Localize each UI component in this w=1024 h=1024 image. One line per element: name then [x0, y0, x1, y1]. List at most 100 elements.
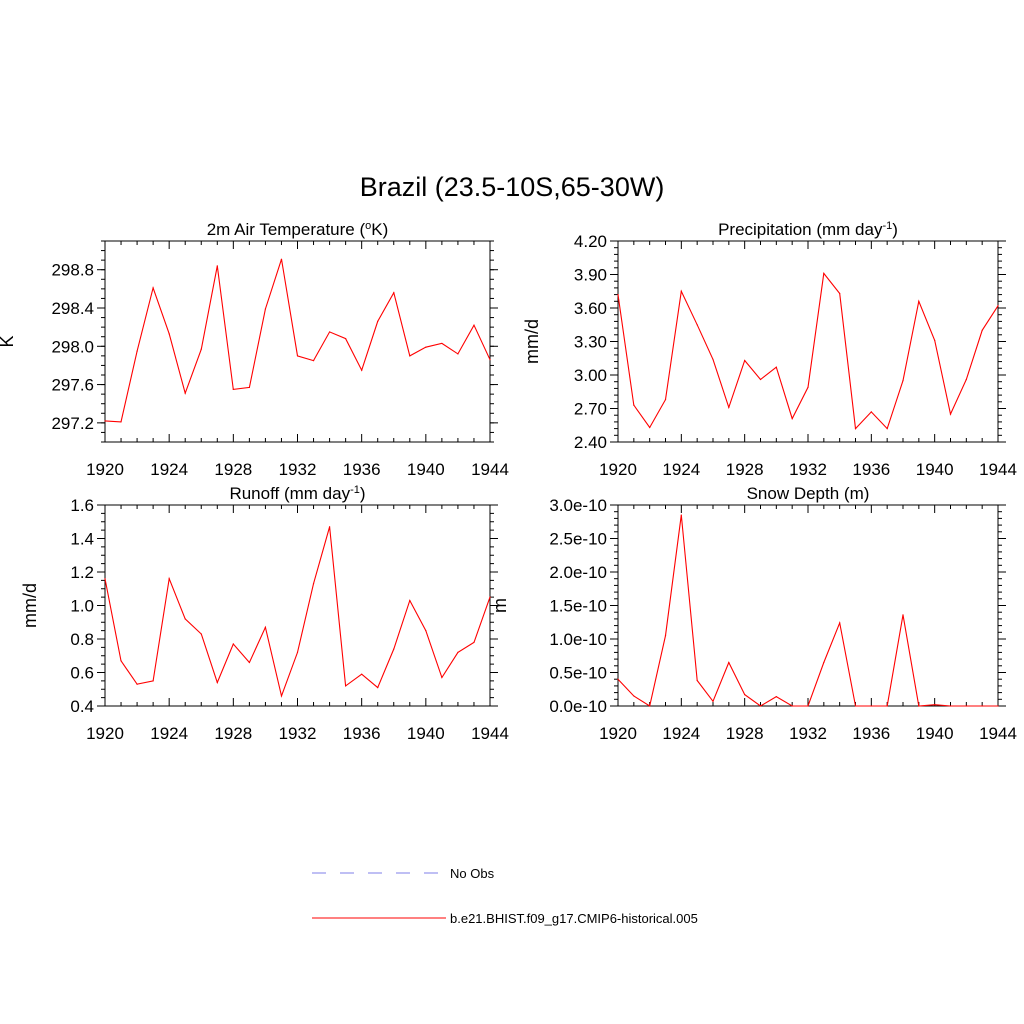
- panel-title: Precipitation (mm day-1): [718, 220, 898, 239]
- panel-2: 1920 1924 1928 1932 1936 1940 1944 2.40 2.70 3.00…: [522, 220, 1017, 479]
- y-tick-label: 1.6: [70, 496, 94, 515]
- data-point: [886, 705, 888, 707]
- data-point: [791, 417, 793, 420]
- data-point: [120, 421, 122, 423]
- data-point: [759, 705, 762, 707]
- x-tick-label: 1932: [789, 724, 827, 743]
- y-tick-label: 1.0: [70, 597, 94, 616]
- data-point: [425, 346, 427, 348]
- data-point: [441, 676, 443, 679]
- panel-3: 1920 1924 1928 1932 1936 1940 1944 0.4 0.6 0.8 1.0…: [20, 484, 509, 743]
- data-point: [312, 583, 315, 585]
- data-point: [168, 333, 170, 335]
- data-point: [361, 369, 363, 371]
- data-point: [807, 705, 809, 707]
- x-tick-label: 1928: [726, 724, 764, 743]
- data-point: [870, 705, 872, 707]
- y-tick-label: 1.2: [70, 563, 94, 582]
- y-axis-label: mm/d: [522, 319, 542, 364]
- data-point: [328, 331, 331, 333]
- data-point: [296, 355, 299, 357]
- panel-title: 2m Air Temperature (oK): [207, 220, 389, 239]
- data-point: [744, 694, 746, 696]
- x-tick-label: 1940: [407, 724, 445, 743]
- data-point: [409, 355, 411, 357]
- x-tick-label: 1928: [726, 460, 764, 479]
- data-point: [441, 342, 443, 345]
- data-point: [617, 294, 619, 296]
- data-point: [934, 704, 936, 706]
- data-point: [965, 705, 967, 707]
- y-axis-label: m: [490, 598, 510, 613]
- data-point: [934, 339, 936, 341]
- data-point: [823, 272, 825, 274]
- x-tick-label: 1924: [662, 724, 700, 743]
- data-point: [393, 292, 395, 294]
- legend-label-no-obs: No Obs: [450, 866, 495, 881]
- data-point: [680, 514, 682, 516]
- y-tick-label: 1.5e-10: [549, 597, 607, 616]
- x-tick-label: 1932: [789, 460, 827, 479]
- figure-title: Brazil (23.5-10S,65-30W): [360, 172, 665, 202]
- data-point: [854, 705, 857, 707]
- series-line: [617, 272, 999, 430]
- data-point: [216, 265, 218, 267]
- x-tick-label: 1944: [979, 460, 1017, 479]
- x-tick-label: 1924: [150, 460, 188, 479]
- x-tick-label: 1940: [407, 460, 445, 479]
- x-tick-label: 1944: [471, 724, 509, 743]
- data-point: [918, 300, 920, 302]
- data-point: [664, 635, 667, 637]
- data-point: [296, 651, 299, 654]
- data-point: [949, 705, 952, 707]
- data-point: [232, 643, 234, 645]
- data-point: [696, 324, 698, 326]
- data-point: [457, 651, 459, 654]
- data-point: [184, 618, 186, 620]
- data-point: [886, 428, 888, 430]
- panel-4: 1920 1924 1928 1932 1936 1940 1944 0.0e-10 0.5e-…: [490, 484, 1017, 743]
- y-tick-label: 3.30: [574, 333, 607, 352]
- data-point: [759, 378, 762, 381]
- data-point: [823, 661, 825, 664]
- plot-frame: [104, 240, 491, 443]
- data-point: [184, 392, 186, 394]
- data-point: [216, 681, 218, 684]
- series-line: [104, 259, 491, 423]
- y-axis-label: mm/d: [20, 583, 40, 628]
- data-point: [712, 700, 714, 702]
- x-tick-label: 1920: [599, 460, 637, 479]
- data-point: [489, 359, 491, 361]
- data-point: [409, 599, 411, 602]
- y-tick-label: 2.70: [574, 400, 607, 419]
- data-point: [104, 420, 106, 422]
- data-point: [854, 428, 857, 430]
- data-point: [664, 398, 667, 401]
- y-tick-label: 3.00: [574, 366, 607, 385]
- data-point: [902, 614, 904, 616]
- data-point: [152, 680, 154, 682]
- panel-title: Snow Depth (m): [747, 484, 870, 503]
- panels: 1920 1924 1928 1932 1936 1940 1944 297.2 297.6 29…: [0, 220, 1017, 743]
- data-point: [120, 660, 122, 662]
- data-point: [264, 308, 267, 310]
- series-line: [104, 526, 491, 698]
- data-point: [377, 686, 379, 689]
- data-point: [264, 626, 267, 628]
- data-point: [168, 578, 170, 580]
- y-tick-label: 297.2: [51, 414, 94, 433]
- data-point: [791, 705, 793, 707]
- y-tick-label: 2.0e-10: [549, 563, 607, 582]
- data-point: [136, 683, 138, 685]
- data-point: [949, 413, 952, 415]
- data-point: [393, 648, 395, 650]
- data-point: [489, 596, 491, 598]
- plot-frame: [617, 504, 999, 707]
- x-tick-label: 1940: [916, 460, 954, 479]
- x-tick-label: 1928: [214, 724, 252, 743]
- data-point: [425, 630, 427, 632]
- x-tick-label: 1936: [343, 460, 381, 479]
- y-tick-label: 298.0: [51, 337, 94, 356]
- x-tick-label: 1928: [214, 460, 252, 479]
- x-tick-label: 1936: [343, 724, 381, 743]
